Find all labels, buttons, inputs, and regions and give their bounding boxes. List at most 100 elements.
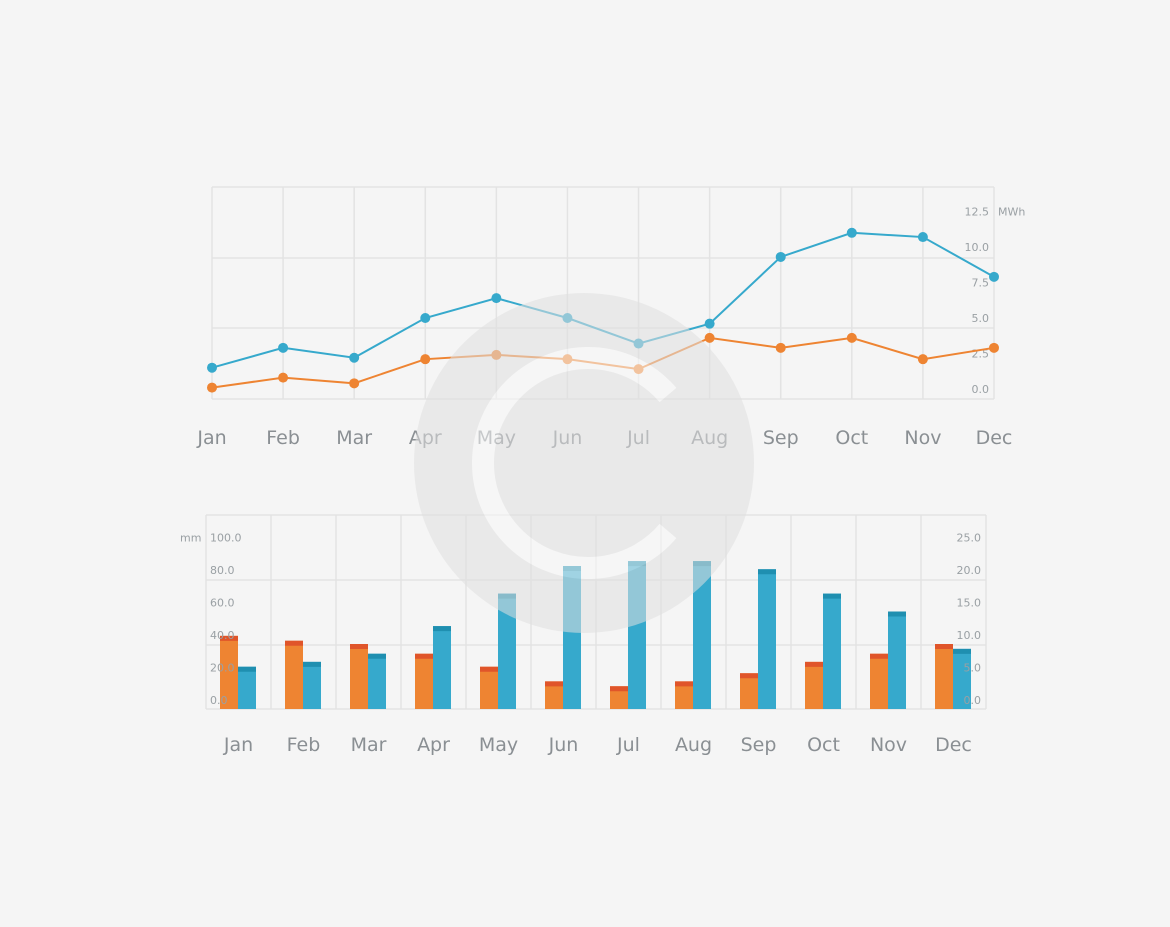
line-chart-xtick: Sep: [763, 427, 799, 449]
bar-blue: [498, 593, 516, 709]
bar-cap-blue: [823, 593, 841, 599]
watermark-c-glyph: [472, 347, 677, 579]
bar-chart-ytick-left: 60.0: [210, 597, 235, 610]
bar-chart-xtick: Jun: [548, 734, 579, 756]
bar-blue: [888, 611, 906, 709]
bar-cap-orange: [415, 653, 433, 659]
bar-chart-xtick: Nov: [870, 734, 907, 756]
bar-cap-orange: [805, 661, 823, 667]
bar-blue: [368, 653, 386, 709]
bar-cap-blue: [433, 626, 451, 632]
bar-chart-ytick-right: 0.0: [964, 694, 982, 707]
bar-blue: [303, 661, 321, 709]
bar-chart-ytick-right: 15.0: [957, 597, 982, 610]
bar-blue: [823, 593, 841, 709]
bar-chart-xtick: Mar: [351, 734, 387, 756]
bar-cap-blue: [368, 653, 386, 659]
line-chart-xtick: Mar: [336, 427, 372, 449]
line-chart-ytick: 10.0: [965, 241, 990, 254]
bar-cap-orange: [480, 666, 498, 672]
watermark-disc: [414, 293, 754, 633]
bar-orange: [740, 673, 758, 709]
bar-chart-ytick-right: 20.0: [957, 564, 982, 577]
line-chart-xtick: Dec: [976, 427, 1013, 449]
bar-chart-xtick: Dec: [935, 734, 972, 756]
bar-chart-xtick: Sep: [741, 734, 777, 756]
bar-orange: [675, 681, 693, 709]
bar-chart-xtick: May: [479, 734, 518, 756]
bar-orange: [935, 644, 953, 709]
line-point-blue: [207, 362, 217, 373]
bar-chart-ytick-left: 100.0: [210, 532, 242, 545]
bar-chart-grid: [205, 514, 987, 710]
bar-orange: [545, 681, 563, 709]
bar-cap-orange: [350, 644, 368, 649]
line-point-blue: [704, 318, 715, 329]
bar-cap-orange: [610, 686, 628, 692]
line-point-blue: [349, 352, 360, 363]
bar-chart-ytick-left: 0.0: [210, 694, 228, 707]
bar-chart-xtick: Jul: [616, 734, 640, 756]
line-point-orange: [846, 332, 857, 343]
line-point-blue: [989, 271, 999, 282]
bar-cap-blue: [303, 661, 321, 667]
bar-cap-blue: [758, 569, 776, 575]
line-chart-ytick: 0.0: [972, 383, 990, 396]
bar-orange: [220, 635, 238, 709]
line-chart-ylabel: MWh: [998, 206, 1025, 219]
line-point-orange: [349, 378, 360, 389]
bar-orange: [415, 653, 433, 709]
bar-chart-ytick-left: 20.0: [210, 662, 235, 675]
bar-chart-xtick: Aug: [675, 734, 712, 756]
line-point-orange: [989, 342, 999, 353]
bar-chart-ytick-right: 10.0: [957, 629, 982, 642]
bar-cap-orange: [740, 673, 758, 679]
line-chart-xtick: Nov: [904, 427, 941, 449]
bar-chart-xtick: Apr: [417, 734, 450, 756]
line-point-orange: [207, 382, 217, 393]
bar-chart-ytick-left: 80.0: [210, 564, 235, 577]
bar-orange: [350, 644, 368, 709]
line-point-orange: [775, 342, 786, 353]
bar-blue: [693, 561, 711, 709]
bar-cap-orange: [545, 681, 563, 687]
bar-orange: [285, 640, 303, 709]
bar-cap-blue: [238, 666, 256, 672]
bar-orange: [870, 653, 888, 709]
line-point-orange: [278, 372, 289, 383]
line-point-orange: [420, 354, 431, 365]
bar-chart-xtick: Jan: [223, 734, 253, 756]
bar-cap-orange: [675, 681, 693, 687]
line-point-blue: [491, 293, 502, 304]
line-chart-xtick: Oct: [835, 427, 868, 449]
line-point-blue: [420, 313, 431, 323]
bar-chart-ytick-right: 25.0: [957, 532, 982, 545]
bar-cap-blue: [953, 648, 971, 654]
bar-cap-blue: [888, 611, 906, 617]
bar-blue: [238, 666, 256, 709]
bar-cap-orange: [935, 644, 953, 649]
line-point-orange: [917, 354, 928, 365]
line-point-blue: [917, 232, 928, 243]
line-point-blue: [278, 342, 289, 353]
bar-chart-ylabel: mm: [180, 532, 201, 545]
bar-cap-orange: [870, 653, 888, 659]
bar-blue: [433, 626, 451, 709]
line-point-orange: [704, 332, 715, 343]
line-chart-ytick: 7.5: [972, 277, 990, 290]
bar-orange: [805, 661, 823, 709]
bar-chart-ytick-left: 40.0: [210, 629, 235, 642]
bar-chart-xtick: Oct: [807, 734, 840, 756]
bar-orange: [610, 686, 628, 709]
line-chart-grid: [211, 186, 995, 400]
bar-cap-orange: [220, 635, 238, 641]
line-chart-ytick: 12.5: [965, 206, 990, 219]
line-chart-xtick: Jan: [196, 427, 226, 449]
line-chart-xtick: Feb: [266, 427, 300, 449]
line-point-blue: [775, 251, 786, 262]
bar-chart-xtick: Feb: [287, 734, 321, 756]
bar-blue: [953, 648, 971, 709]
line-point-blue: [846, 227, 857, 238]
